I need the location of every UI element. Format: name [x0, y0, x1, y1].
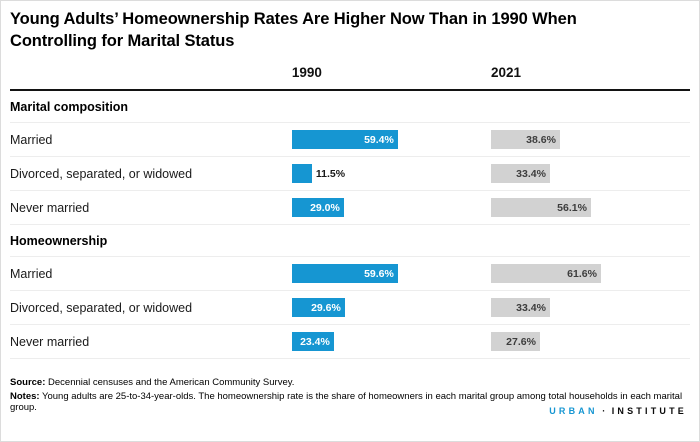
- chart-footer: Source: Decennial censuses and the Ameri…: [10, 377, 690, 414]
- column-header-1990: 1990: [291, 65, 322, 80]
- bar-2021: 33.4%: [490, 298, 550, 317]
- bar-cell-1990: 11.5%: [291, 164, 491, 183]
- chart-row: Never married 23.4% 27.6%: [10, 325, 690, 359]
- bar-cell-1990: 59.4%: [291, 130, 491, 149]
- value-label: 11.5%: [315, 167, 346, 180]
- value-label: 23.4%: [300, 335, 330, 348]
- urban-institute-logo: URBAN · INSTITUTE: [549, 406, 687, 416]
- row-category-label: Divorced, separated, or widowed: [10, 166, 193, 181]
- column-header-2021: 2021: [490, 65, 521, 80]
- value-label: 59.4%: [364, 133, 394, 146]
- bar-cell-2021: 33.4%: [490, 298, 690, 317]
- value-label: 38.6%: [526, 133, 556, 146]
- bar-2021: 56.1%: [490, 198, 591, 217]
- chart-row: Married 59.4% 38.6%: [10, 123, 690, 157]
- chart-body: Marital composition Married 59.4% 38.6% Divo…: [10, 91, 690, 359]
- notes-text: Young adults are 25-to-34-year-olds. The…: [10, 390, 683, 414]
- chart-row: Divorced, separated, or widowed 29.6% 33.4…: [10, 291, 690, 325]
- bar-1990: 29.0%: [291, 198, 344, 217]
- bar-cell-2021: 33.4%: [490, 164, 690, 183]
- notes-label: Notes:: [10, 390, 40, 402]
- bar-1990: 23.4%: [291, 332, 334, 351]
- bar-1990: 59.6%: [291, 264, 398, 283]
- logo-urban-text: URBAN: [549, 406, 598, 416]
- section-header-label: Homeownership: [10, 233, 108, 248]
- section-header-row: Homeownership: [10, 225, 690, 257]
- value-label: 59.6%: [364, 267, 394, 280]
- header-rule: [10, 89, 690, 91]
- row-category-label: Married: [10, 132, 53, 147]
- bar-2021: 38.6%: [490, 130, 560, 149]
- bar-1990: 29.6%: [291, 298, 345, 317]
- logo-dot: ·: [597, 406, 612, 416]
- row-category-label: Never married: [10, 200, 90, 215]
- bar-1990: [291, 164, 312, 183]
- bar-cell-1990: 59.6%: [291, 264, 491, 283]
- value-label: 27.6%: [506, 335, 536, 348]
- value-label: 29.6%: [311, 301, 341, 314]
- bar-2021: 27.6%: [490, 332, 540, 351]
- source-note: Source: Decennial censuses and the Ameri…: [10, 377, 690, 389]
- bar-cell-2021: 27.6%: [490, 332, 690, 351]
- chart-row: Divorced, separated, or widowed 11.5% 33.4…: [10, 157, 690, 191]
- column-headers: 1990 2021: [10, 65, 690, 82]
- column-header-spacer: [10, 65, 292, 82]
- source-label: Source:: [10, 377, 46, 388]
- value-label: 56.1%: [557, 201, 587, 214]
- row-category-label: Divorced, separated, or widowed: [10, 300, 193, 315]
- page-title: Young Adults’ Homeownership Rates Are Hi…: [10, 10, 577, 50]
- bar-cell-1990: 23.4%: [291, 332, 491, 351]
- logo-institute-text: INSTITUTE: [611, 406, 687, 416]
- row-category-label: Married: [10, 266, 53, 281]
- value-label: 33.4%: [516, 167, 546, 180]
- value-label: 61.6%: [567, 267, 597, 280]
- bar-cell-2021: 38.6%: [490, 130, 690, 149]
- bar-2021: 33.4%: [490, 164, 550, 183]
- bar-cell-1990: 29.0%: [291, 198, 491, 217]
- bar-cell-2021: 56.1%: [490, 198, 690, 217]
- notes-note: Notes: Young adults are 25-to-34-year-ol…: [10, 391, 690, 414]
- bar-2021: 61.6%: [490, 264, 601, 283]
- bar-cell-2021: 61.6%: [490, 264, 690, 283]
- value-label: 29.0%: [310, 201, 340, 214]
- row-category-label: Never married: [10, 334, 90, 349]
- bar-1990: 59.4%: [291, 130, 398, 149]
- chart-row: Never married 29.0% 56.1%: [10, 191, 690, 225]
- chart-row: Married 59.6% 61.6%: [10, 257, 690, 291]
- value-label: 33.4%: [516, 301, 546, 314]
- source-text: Decennial censuses and the American Comm…: [45, 377, 295, 388]
- section-header-label: Marital composition: [10, 99, 129, 114]
- bar-cell-1990: 29.6%: [291, 298, 491, 317]
- section-header-row: Marital composition: [10, 91, 690, 123]
